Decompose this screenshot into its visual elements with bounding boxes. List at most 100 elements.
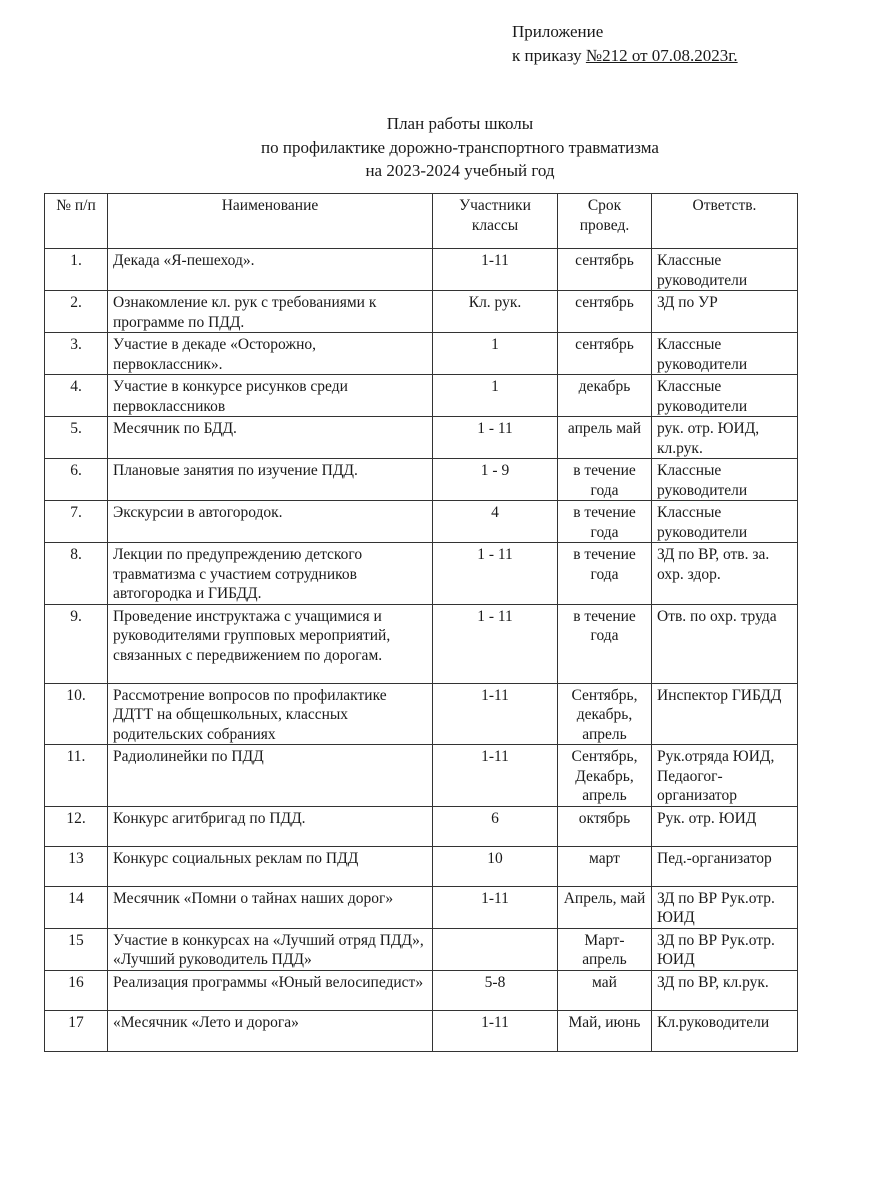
- row-responsible: Классные руководители: [651, 248, 798, 291]
- row-number: 10.: [44, 682, 108, 745]
- appendix-note: Приложение к приказу №212 от 07.08.2023г…: [512, 20, 738, 68]
- row-deadline: в течение года: [557, 603, 652, 684]
- row-participants: 1 - 11: [432, 416, 558, 459]
- row-responsible: Классные руководители: [651, 500, 798, 543]
- row-name: Участие в конкурсах на «Лучший отряд ПДД…: [107, 927, 433, 971]
- row-number: 1.: [44, 248, 108, 291]
- row-number: 8.: [44, 542, 108, 605]
- row-participants: 1: [432, 332, 558, 375]
- row-participants: 4: [432, 500, 558, 543]
- row-number: 13: [44, 845, 108, 887]
- header-participants: Участники классы: [432, 193, 558, 249]
- order-prefix: к приказу: [512, 46, 586, 65]
- table-row: 1. Декада «Я-пешеход». 1-11 сентябрь Классны…: [44, 248, 798, 291]
- row-deadline: сентябрь: [557, 332, 652, 375]
- title-line-3: на 2023-2024 учебный год: [365, 161, 555, 180]
- row-participants: 1-11: [432, 682, 558, 745]
- row-deadline: Апрель, май: [557, 885, 652, 929]
- table-row: 6. Плановые занятия по изучение ПДД. 1 - 9…: [44, 458, 798, 501]
- row-name: Участие в конкурсе рисунков среди первок…: [107, 374, 433, 417]
- row-deadline: сентябрь: [557, 248, 652, 291]
- row-name: Ознакомление кл. рук с требованиями к пр…: [107, 290, 433, 333]
- row-participants: 1-11: [432, 744, 558, 807]
- row-participants: [432, 927, 558, 971]
- row-name: Декада «Я-пешеход».: [107, 248, 433, 291]
- row-number: 4.: [44, 374, 108, 417]
- appendix-label: Приложение: [512, 22, 604, 41]
- row-number: 2.: [44, 290, 108, 333]
- row-responsible: Классные руководители: [651, 332, 798, 375]
- row-deadline: в течение года: [557, 458, 652, 501]
- table-row: 10. Рассмотрение вопросов по профилактике…: [44, 682, 798, 745]
- row-responsible: ЗД по УР: [651, 290, 798, 333]
- row-deadline: май: [557, 969, 652, 1011]
- row-deadline: Сентябрь, декабрь, апрель: [557, 682, 652, 745]
- row-responsible: рук. отр. ЮИД, кл.рук.: [651, 416, 798, 459]
- row-participants: 1: [432, 374, 558, 417]
- table-header-row: № п/п Наименование Участники классы Срок…: [44, 193, 798, 249]
- row-responsible: ЗД по ВР, отв. за. охр. здор.: [651, 542, 798, 605]
- row-responsible: Классные руководители: [651, 374, 798, 417]
- table-row: 17 «Месячник «Лето и дорога» 1-11 Май, июнь…: [44, 1009, 798, 1052]
- work-plan-table: № п/п Наименование Участники классы Срок…: [44, 193, 798, 1052]
- table-row: 7. Экскурсии в автогородок. 4 в течение год…: [44, 500, 798, 543]
- row-number: 9.: [44, 603, 108, 684]
- row-number: 12.: [44, 805, 108, 847]
- row-name: Конкурс агитбригад по ПДД.: [107, 805, 433, 847]
- row-participants: 1 - 9: [432, 458, 558, 501]
- table-row: 9. Проведение инструктажа с учащимися и р…: [44, 603, 798, 684]
- row-deadline: декабрь: [557, 374, 652, 417]
- row-deadline: апрель май: [557, 416, 652, 459]
- header-responsible: Ответств.: [651, 193, 798, 249]
- row-deadline: сентябрь: [557, 290, 652, 333]
- table-row: 12. Конкурс агитбригад по ПДД. 6 октябрь Рук…: [44, 805, 798, 847]
- row-responsible: Отв. по охр. труда: [651, 603, 798, 684]
- table-row: 13 Конкурс социальных реклам по ПДД 10 март…: [44, 845, 798, 887]
- table-row: 8. Лекции по предупреждению детского трав…: [44, 542, 798, 605]
- row-participants: 1-11: [432, 885, 558, 929]
- row-participants: 1 - 11: [432, 603, 558, 684]
- row-participants: 1-11: [432, 1009, 558, 1052]
- header-name: Наименование: [107, 193, 433, 249]
- row-name: Участие в декаде «Осторожно, первоклассн…: [107, 332, 433, 375]
- row-responsible: Инспектор ГИБДД: [651, 682, 798, 745]
- row-name: Месячник по БДД.: [107, 416, 433, 459]
- row-number: 17: [44, 1009, 108, 1052]
- row-responsible: Пед.-организатор: [651, 845, 798, 887]
- row-deadline: Март-апрель: [557, 927, 652, 971]
- row-responsible: ЗД по ВР, кл.рук.: [651, 969, 798, 1011]
- header-number: № п/п: [44, 193, 108, 249]
- row-participants: Кл. рук.: [432, 290, 558, 333]
- order-reference: к приказу №212 от 07.08.2023г.: [512, 44, 738, 68]
- document-title: План работы школы по профилактике дорожн…: [0, 112, 872, 183]
- table-row: 14 Месячник «Помни о тайнах наших дорог» 1…: [44, 885, 798, 929]
- row-responsible: Рук. отр. ЮИД: [651, 805, 798, 847]
- row-deadline: март: [557, 845, 652, 887]
- row-participants: 5-8: [432, 969, 558, 1011]
- row-participants: 1-11: [432, 248, 558, 291]
- table-row: 16 Реализация программы «Юный велосипедис…: [44, 969, 798, 1011]
- table-row: 15 Участие в конкурсах на «Лучший отряд П…: [44, 927, 798, 971]
- row-name: Проведение инструктажа с учащимися и рук…: [107, 603, 433, 684]
- row-number: 14: [44, 885, 108, 929]
- row-name: Месячник «Помни о тайнах наших дорог»: [107, 885, 433, 929]
- row-deadline: октябрь: [557, 805, 652, 847]
- row-responsible: ЗД по ВР Рук.отр. ЮИД: [651, 927, 798, 971]
- row-name: Реализация программы «Юный велосипедист»: [107, 969, 433, 1011]
- table-row: 3. Участие в декаде «Осторожно, первоклас…: [44, 332, 798, 375]
- order-number-date: №212 от 07.08.2023г.: [585, 46, 738, 65]
- row-name: Экскурсии в автогородок.: [107, 500, 433, 543]
- row-number: 11.: [44, 744, 108, 807]
- row-name: Радиолинейки по ПДД: [107, 744, 433, 807]
- row-number: 16: [44, 969, 108, 1011]
- row-number: 5.: [44, 416, 108, 459]
- title-line-1: План работы школы: [386, 114, 534, 133]
- table-row: 4. Участие в конкурсе рисунков среди перв…: [44, 374, 798, 417]
- row-deadline: в течение года: [557, 500, 652, 543]
- row-number: 6.: [44, 458, 108, 501]
- row-deadline: в течение года: [557, 542, 652, 605]
- row-number: 15: [44, 927, 108, 971]
- header-deadline: Срок провед.: [557, 193, 652, 249]
- row-responsible: Рук.отряда ЮИД, Педаогог-организатор: [651, 744, 798, 807]
- table-row: 5. Месячник по БДД. 1 - 11 апрель май рук. о…: [44, 416, 798, 459]
